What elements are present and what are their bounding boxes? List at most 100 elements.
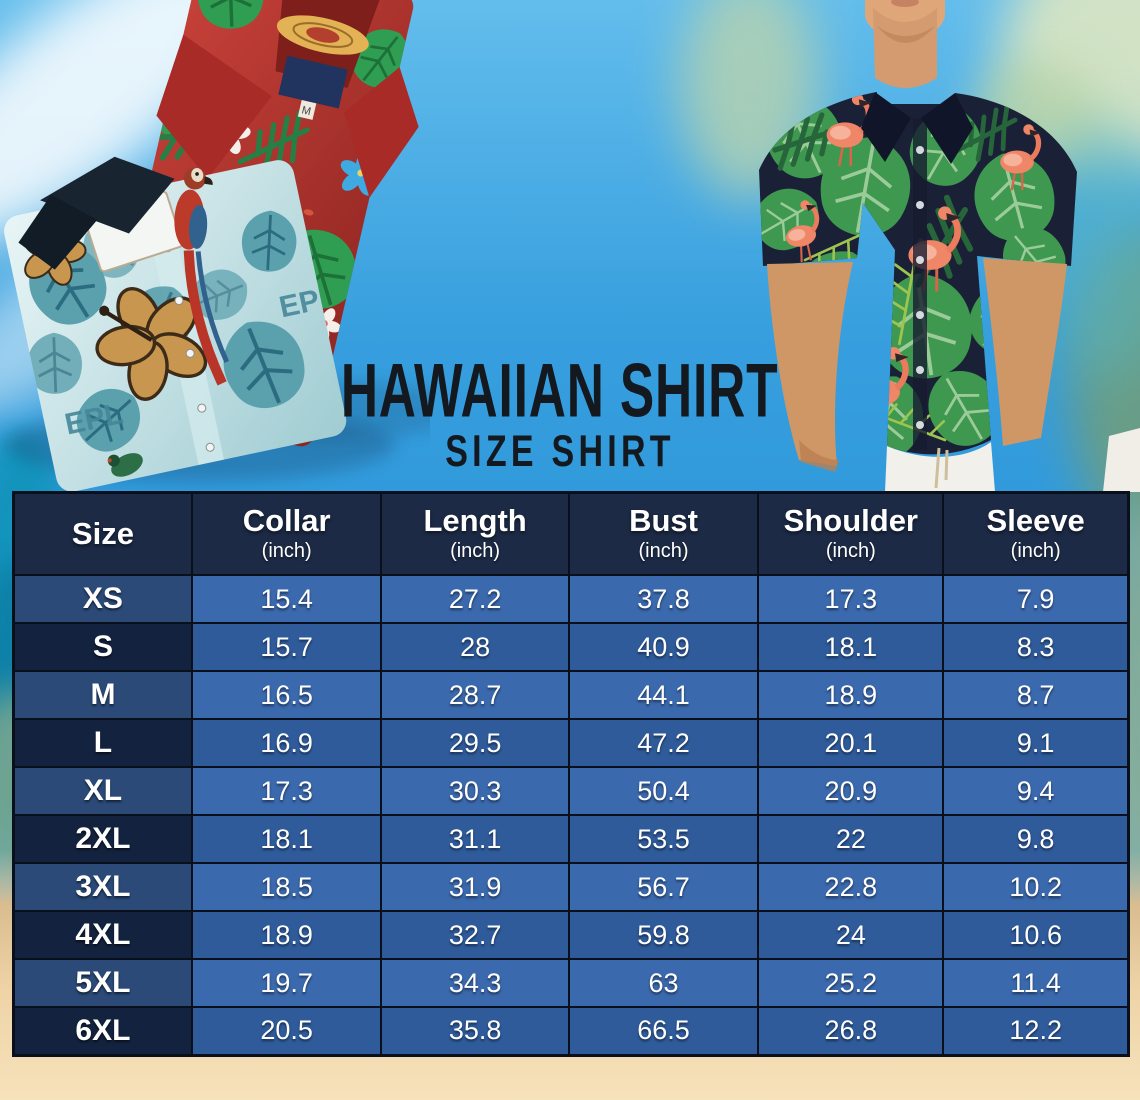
headline-block: HAWAIIAN SHIRT SIZE SHIRT [0,348,1120,476]
measurement-cell: 27.2 [380,574,570,624]
table-row: S 15.7 28 40.9 18.1 8.3 [12,622,1130,672]
teal-shirt-collar [18,194,98,270]
measurement-cell: 20.1 [757,718,945,768]
measurement-cell: 19.7 [190,958,383,1008]
model-right-arm [767,262,853,466]
measurement-cell: 17.3 [190,766,383,816]
measurement-cell: 40.9 [567,622,760,672]
size-chart-table: Size Collar (inch) Length (inch) Bust (inch… [12,491,1130,1057]
red-shirt-lapel [343,67,419,198]
measurement-cell: 24 [757,910,945,960]
table-row: 4XL 18.9 32.7 59.8 24 10.6 [12,910,1130,960]
measurement-cell: 11.4 [942,958,1130,1008]
measurement-cell: 16.9 [190,718,383,768]
measurement-cell: 26.8 [757,1006,945,1056]
size-label: XL [12,766,193,816]
table-row: 2XL 18.1 31.1 53.5 22 9.8 [12,814,1130,864]
shirt-pattern-leaves [759,92,1077,455]
measurement-cell: 31.9 [380,862,570,912]
flamingo-shirt [759,92,1077,455]
measurement-cell: 30.3 [380,766,570,816]
measurement-cell: 8.3 [942,622,1130,672]
folded-shirts-photo: M EPL EPL [4,0,430,492]
size-label: S [12,622,193,672]
brand-label [276,15,369,55]
col-header-length: Length (inch) [380,491,570,576]
measurement-cell: 31.1 [380,814,570,864]
measurement-cell: 47.2 [567,718,760,768]
measurement-cell: 18.1 [190,814,383,864]
measurement-cell: 59.8 [567,910,760,960]
model-photo [759,0,1140,492]
measurement-cell: 12.2 [942,1006,1130,1056]
measurement-cell: 35.8 [380,1006,570,1056]
red-shirt-lapel [156,34,272,179]
size-label-tag [278,55,348,109]
shirt-size-letter: M [300,104,312,118]
shirt-collar [921,93,973,164]
size-label: 3XL [12,862,193,912]
measurement-cell: 10.6 [942,910,1130,960]
measurement-cell: 10.2 [942,862,1130,912]
col-header-collar: Collar (inch) [190,491,383,576]
measurement-cell: 63 [567,958,760,1008]
button-row [916,146,924,429]
teal-shirt-collar [40,156,175,234]
measurement-cell: 18.9 [190,910,383,960]
measurement-cell: 28 [380,622,570,672]
measurement-cell: 50.4 [567,766,760,816]
measurement-cell: 9.8 [942,814,1130,864]
table-row: XL 17.3 30.3 50.4 20.9 9.4 [12,766,1130,816]
col-header-shoulder: Shoulder (inch) [757,491,945,576]
measurement-cell: 25.2 [757,958,945,1008]
model-neck [865,0,945,88]
header-row: Size Collar (inch) Length (inch) Bust (inch… [12,491,1130,576]
table-row: L 16.9 29.5 47.2 20.1 9.1 [12,718,1130,768]
measurement-cell: 16.5 [190,670,383,720]
measurement-cell: 37.8 [567,574,760,624]
table-row: XS 15.4 27.2 37.8 17.3 7.9 [12,574,1130,624]
table-row: 5XL 19.7 34.3 63 25.2 11.4 [12,958,1130,1008]
size-label: M [12,670,193,720]
measurement-cell: 15.7 [190,622,383,672]
col-header-sleeve: Sleeve (inch) [942,491,1130,576]
hand-in-pocket [799,440,839,472]
model-left-arm [983,258,1067,446]
table-row: 6XL 20.5 35.8 66.5 26.8 12.2 [12,1006,1130,1056]
measurement-cell: 20.5 [190,1006,383,1056]
measurement-cell: 28.7 [380,670,570,720]
measurement-cell: 9.4 [942,766,1130,816]
page-subtitle: SIZE SHIRT [445,427,675,477]
measurement-cell: 56.7 [567,862,760,912]
measurement-cell: 20.9 [757,766,945,816]
measurement-cell: 8.7 [942,670,1130,720]
size-label: XS [12,574,193,624]
size-label: L [12,718,193,768]
measurement-cell: 32.7 [380,910,570,960]
measurement-cell: 7.9 [942,574,1130,624]
table-row: 3XL 18.5 31.9 56.7 22.8 10.2 [12,862,1130,912]
size-label: 5XL [12,958,193,1008]
measurement-cell: 15.4 [190,574,383,624]
measurement-cell: 9.1 [942,718,1130,768]
white-pants [885,428,1140,492]
shirt-collar [861,92,911,162]
measurement-cell: 18.5 [190,862,383,912]
col-header-size: Size [12,491,193,576]
measurement-cell: 34.3 [380,958,570,1008]
measurement-cell: 18.9 [757,670,945,720]
col-header-bust: Bust (inch) [567,491,760,576]
measurement-cell: 18.1 [757,622,945,672]
measurement-cell: 53.5 [567,814,760,864]
table-row: M 16.5 28.7 44.1 18.9 8.7 [12,670,1130,720]
macaw-parrot [174,167,230,386]
size-label: 6XL [12,1006,193,1056]
measurement-cell: 29.5 [380,718,570,768]
measurement-cell: 66.5 [567,1006,760,1056]
size-label: 2XL [12,814,193,864]
green-bird [107,453,143,477]
measurement-cell: 22.8 [757,862,945,912]
measurement-cell: 44.1 [567,670,760,720]
measurement-cell: 17.3 [757,574,945,624]
